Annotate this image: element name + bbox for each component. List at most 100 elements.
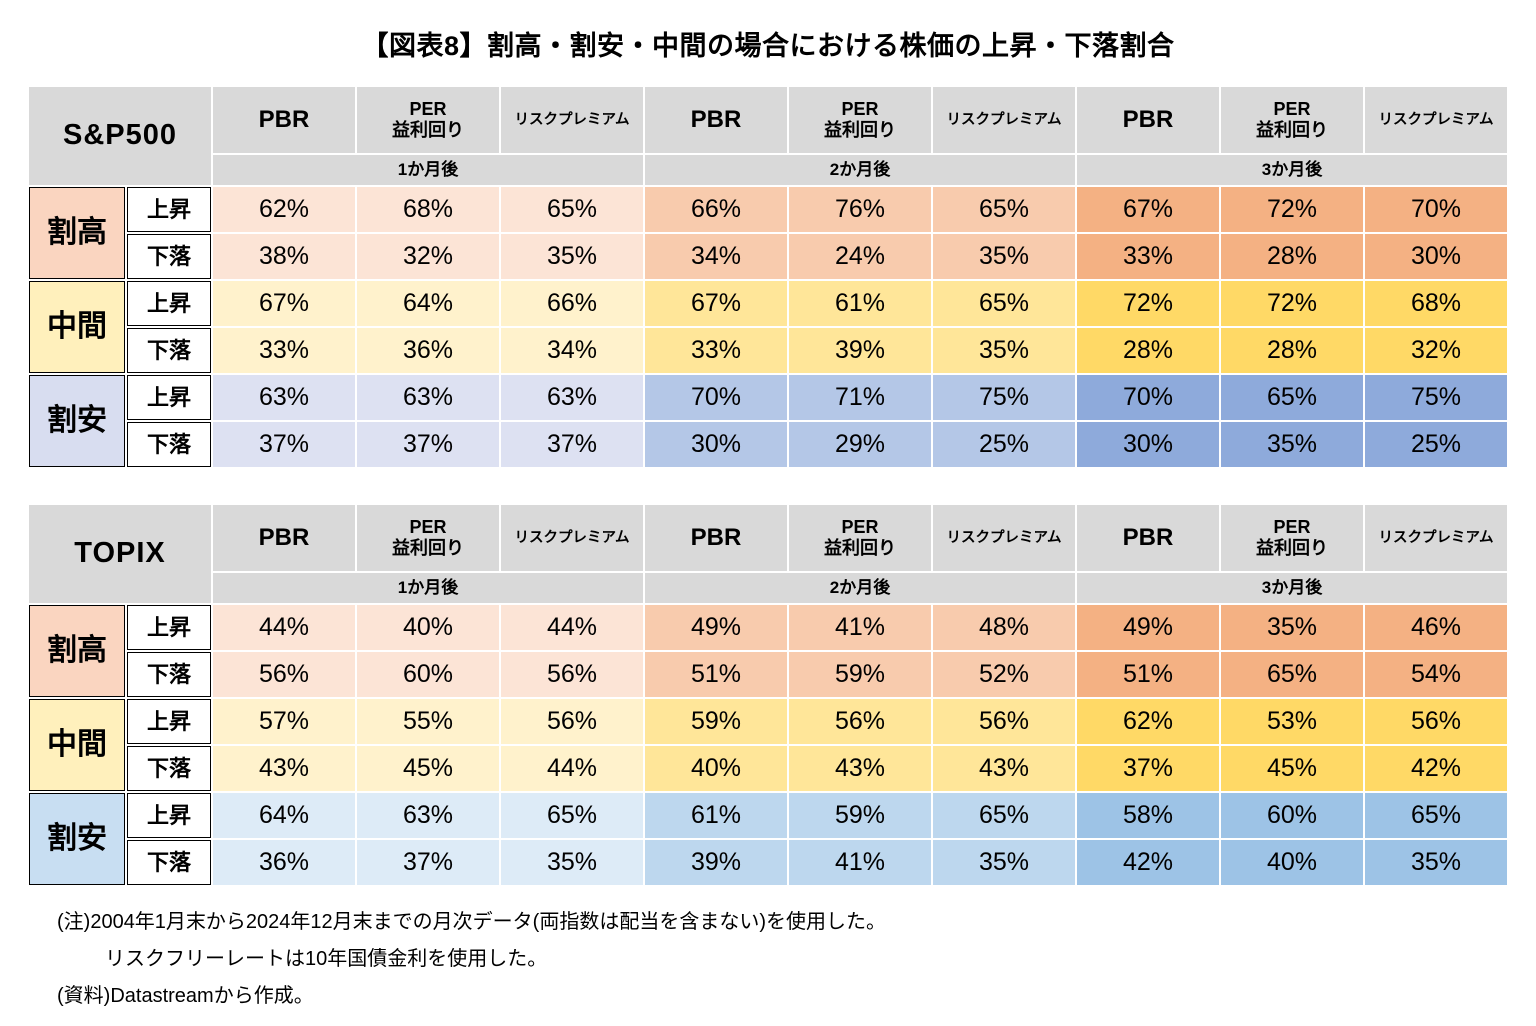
value-cell: 70% bbox=[1077, 375, 1219, 420]
period-header: 3か月後 bbox=[1077, 573, 1507, 603]
value-cell: 36% bbox=[357, 328, 499, 373]
value-cell: 63% bbox=[357, 375, 499, 420]
value-cell: 51% bbox=[1077, 652, 1219, 697]
value-cell: 37% bbox=[1077, 746, 1219, 791]
table-grid-topix: TOPIX PBR PER 益利回り リスクプレミアム PBR PER 益利回り リスクプレ… bbox=[29, 505, 1507, 885]
value-cell: 65% bbox=[1221, 375, 1363, 420]
value-cell: 35% bbox=[1221, 605, 1363, 650]
value-cell: 40% bbox=[645, 746, 787, 791]
value-cell: 30% bbox=[645, 422, 787, 467]
value-cell: 56% bbox=[933, 699, 1075, 744]
value-cell: 49% bbox=[1077, 605, 1219, 650]
value-cell: 42% bbox=[1365, 746, 1507, 791]
value-cell: 65% bbox=[1221, 652, 1363, 697]
footnotes: (注)2004年1月末から2024年12月末までの月次データ(両指数は配当を含ま… bbox=[29, 905, 1507, 1008]
value-cell: 34% bbox=[501, 328, 643, 373]
direction-label: 上昇 bbox=[127, 281, 211, 326]
value-cell: 62% bbox=[213, 187, 355, 232]
value-cell: 30% bbox=[1077, 422, 1219, 467]
value-cell: 35% bbox=[501, 840, 643, 885]
value-cell: 70% bbox=[1365, 187, 1507, 232]
value-cell: 59% bbox=[789, 793, 931, 838]
value-cell: 28% bbox=[1221, 234, 1363, 279]
direction-label: 上昇 bbox=[127, 699, 211, 744]
value-cell: 72% bbox=[1221, 187, 1363, 232]
value-cell: 56% bbox=[213, 652, 355, 697]
value-cell: 54% bbox=[1365, 652, 1507, 697]
value-cell: 67% bbox=[1077, 187, 1219, 232]
direction-label: 下落 bbox=[127, 840, 211, 885]
value-cell: 44% bbox=[213, 605, 355, 650]
col-header-pbr: PBR bbox=[645, 87, 787, 153]
value-cell: 39% bbox=[645, 840, 787, 885]
value-cell: 75% bbox=[1365, 375, 1507, 420]
col-header-pbr: PBR bbox=[1077, 505, 1219, 571]
value-cell: 34% bbox=[645, 234, 787, 279]
value-cell: 41% bbox=[789, 840, 931, 885]
value-cell: 25% bbox=[1365, 422, 1507, 467]
value-cell: 33% bbox=[1077, 234, 1219, 279]
value-cell: 28% bbox=[1221, 328, 1363, 373]
value-cell: 29% bbox=[789, 422, 931, 467]
value-cell: 37% bbox=[213, 422, 355, 467]
value-cell: 72% bbox=[1221, 281, 1363, 326]
value-cell: 67% bbox=[213, 281, 355, 326]
col-header-risk-premium: リスクプレミアム bbox=[501, 505, 643, 571]
value-cell: 42% bbox=[1077, 840, 1219, 885]
note-source-period: (注)2004年1月末から2024年12月末までの月次データ(両指数は配当を含ま… bbox=[57, 911, 886, 933]
index-name: TOPIX bbox=[29, 505, 211, 603]
value-cell: 65% bbox=[501, 793, 643, 838]
index-name: S&P500 bbox=[29, 87, 211, 185]
value-cell: 66% bbox=[645, 187, 787, 232]
value-cell: 60% bbox=[357, 652, 499, 697]
direction-label: 下落 bbox=[127, 652, 211, 697]
value-cell: 59% bbox=[645, 699, 787, 744]
value-cell: 66% bbox=[501, 281, 643, 326]
col-header-pbr: PBR bbox=[1077, 87, 1219, 153]
col-header-risk-premium: リスクプレミアム bbox=[933, 87, 1075, 153]
value-cell: 51% bbox=[645, 652, 787, 697]
value-cell: 28% bbox=[1077, 328, 1219, 373]
value-cell: 63% bbox=[357, 793, 499, 838]
row-group-label: 割高 bbox=[29, 605, 125, 697]
value-cell: 35% bbox=[933, 234, 1075, 279]
value-cell: 44% bbox=[501, 746, 643, 791]
value-cell: 64% bbox=[213, 793, 355, 838]
value-cell: 45% bbox=[357, 746, 499, 791]
value-cell: 39% bbox=[789, 328, 931, 373]
value-cell: 57% bbox=[213, 699, 355, 744]
value-cell: 61% bbox=[789, 281, 931, 326]
col-header-per-yield: PER 益利回り bbox=[789, 87, 931, 153]
value-cell: 65% bbox=[501, 187, 643, 232]
value-cell: 35% bbox=[933, 840, 1075, 885]
value-cell: 43% bbox=[933, 746, 1075, 791]
value-cell: 30% bbox=[1365, 234, 1507, 279]
value-cell: 33% bbox=[645, 328, 787, 373]
period-header: 2か月後 bbox=[645, 573, 1075, 603]
value-cell: 76% bbox=[789, 187, 931, 232]
value-cell: 65% bbox=[933, 281, 1075, 326]
value-cell: 36% bbox=[213, 840, 355, 885]
note-data-source: (資料)Datastreamから作成。 bbox=[57, 985, 314, 1007]
direction-label: 上昇 bbox=[127, 605, 211, 650]
direction-label: 上昇 bbox=[127, 375, 211, 420]
col-header-pbr: PBR bbox=[213, 87, 355, 153]
row-group-label: 中間 bbox=[29, 699, 125, 791]
direction-label: 下落 bbox=[127, 328, 211, 373]
col-header-per-yield: PER 益利回り bbox=[1221, 87, 1363, 153]
value-cell: 48% bbox=[933, 605, 1075, 650]
value-cell: 46% bbox=[1365, 605, 1507, 650]
value-cell: 59% bbox=[789, 652, 931, 697]
col-header-risk-premium: リスクプレミアム bbox=[1365, 87, 1507, 153]
row-group-label: 割安 bbox=[29, 375, 125, 467]
row-group-label: 割安 bbox=[29, 793, 125, 885]
row-group-label: 中間 bbox=[29, 281, 125, 373]
table-topix: TOPIX PBR PER 益利回り リスクプレミアム PBR PER 益利回り リスクプレ… bbox=[29, 505, 1507, 885]
value-cell: 35% bbox=[933, 328, 1075, 373]
value-cell: 40% bbox=[357, 605, 499, 650]
value-cell: 37% bbox=[501, 422, 643, 467]
value-cell: 52% bbox=[933, 652, 1075, 697]
value-cell: 70% bbox=[645, 375, 787, 420]
value-cell: 37% bbox=[357, 840, 499, 885]
